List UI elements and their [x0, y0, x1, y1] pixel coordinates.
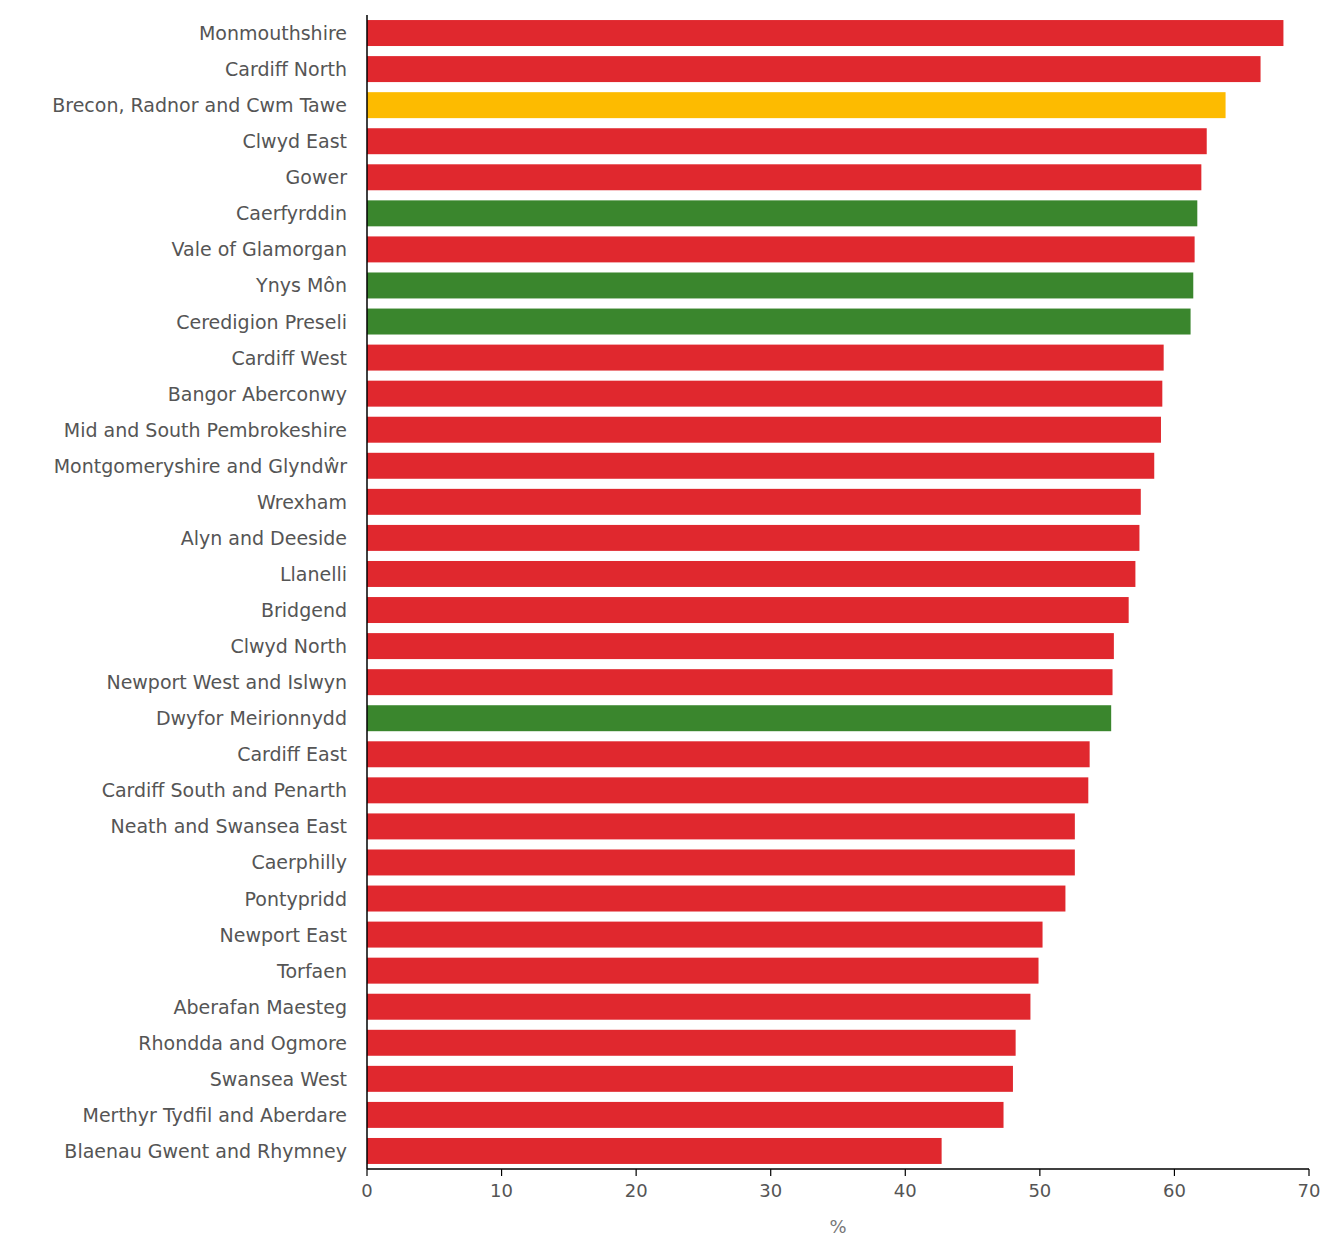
category-label: Cardiff South and Penarth	[102, 779, 347, 801]
category-label: Llanelli	[280, 563, 347, 585]
axis-label: %	[829, 1216, 846, 1237]
bar	[367, 272, 1193, 298]
category-label: Rhondda and Ogmore	[138, 1032, 347, 1054]
tick	[1174, 1169, 1175, 1176]
category-label: Montgomeryshire and Glyndŵr	[54, 455, 347, 477]
category-label: Monmouthshire	[199, 22, 347, 44]
category-label: Ynys Môn	[255, 274, 347, 296]
tick-label: 70	[1298, 1180, 1321, 1201]
bar	[367, 922, 1043, 948]
bar	[367, 849, 1075, 875]
bar	[367, 1102, 1004, 1128]
category-label: Bangor Aberconwy	[168, 383, 347, 405]
bar	[367, 128, 1207, 154]
category-label: Brecon, Radnor and Cwm Tawe	[52, 94, 347, 116]
category-label: Caerfyrddin	[236, 202, 347, 224]
bar	[367, 164, 1201, 190]
category-label: Swansea West	[210, 1068, 347, 1090]
category-label: Pontypridd	[245, 888, 347, 910]
bar	[367, 1030, 1016, 1056]
bar	[367, 345, 1164, 371]
bar	[367, 561, 1135, 587]
bar	[367, 669, 1113, 695]
category-label: Vale of Glamorgan	[171, 238, 347, 260]
bar	[367, 92, 1226, 118]
tick	[905, 1169, 906, 1176]
tick-label: 20	[625, 1180, 648, 1201]
bar	[367, 20, 1283, 46]
bar	[367, 705, 1111, 731]
tick	[636, 1169, 637, 1176]
bar	[367, 309, 1191, 335]
bar	[367, 994, 1030, 1020]
bar	[367, 633, 1114, 659]
bar	[367, 1138, 942, 1164]
bar	[367, 958, 1039, 984]
tick	[1308, 1169, 1309, 1176]
category-label: Cardiff West	[231, 347, 347, 369]
bar	[367, 1066, 1013, 1092]
bar	[367, 381, 1162, 407]
x-axis	[367, 1168, 1309, 1170]
tick	[1039, 1169, 1040, 1176]
category-label: Aberafan Maesteg	[174, 996, 347, 1018]
bar	[367, 741, 1090, 767]
bar	[367, 525, 1139, 551]
category-label: Ceredigion Preseli	[176, 311, 347, 333]
category-label: Clwyd East	[243, 130, 347, 152]
category-label: Bridgend	[261, 599, 347, 621]
category-label: Torfaen	[276, 960, 347, 982]
category-label: Cardiff North	[225, 58, 347, 80]
bar	[367, 597, 1129, 623]
category-label: Mid and South Pembrokeshire	[64, 419, 347, 441]
tick-label: 0	[361, 1180, 372, 1201]
category-label: Newport West and Islwyn	[106, 671, 347, 693]
tick-label: 10	[490, 1180, 513, 1201]
category-label: Cardiff East	[237, 743, 347, 765]
tick-label: 40	[894, 1180, 917, 1201]
bar	[367, 56, 1261, 82]
category-label: Dwyfor Meirionnydd	[156, 707, 347, 729]
chart: Monmouthshire Cardiff North Brecon, Radnor…	[0, 0, 1338, 1255]
tick	[366, 1169, 367, 1176]
category-label: Merthyr Tydfil and Aberdare	[82, 1104, 347, 1126]
category-label: Caerphilly	[251, 851, 347, 873]
category-label: Alyn and Deeside	[181, 527, 347, 549]
category-label: Neath and Swansea East	[111, 815, 347, 837]
bar	[367, 236, 1195, 262]
tick-label: 30	[759, 1180, 782, 1201]
bar	[367, 200, 1197, 226]
tick-label: 50	[1028, 1180, 1051, 1201]
bar	[367, 453, 1154, 479]
bar	[367, 777, 1088, 803]
category-label: Blaenau Gwent and Rhymney	[64, 1140, 347, 1162]
tick	[501, 1169, 502, 1176]
category-label: Clwyd North	[230, 635, 347, 657]
tick-label: 60	[1163, 1180, 1186, 1201]
tick	[770, 1169, 771, 1176]
category-label: Gower	[286, 166, 348, 188]
y-axis	[366, 15, 368, 1169]
category-label: Wrexham	[257, 491, 347, 513]
bar	[367, 813, 1075, 839]
category-label: Newport East	[220, 924, 347, 946]
bar	[367, 489, 1141, 515]
bar	[367, 886, 1065, 912]
bars	[367, 20, 1283, 1164]
bar	[367, 417, 1161, 443]
